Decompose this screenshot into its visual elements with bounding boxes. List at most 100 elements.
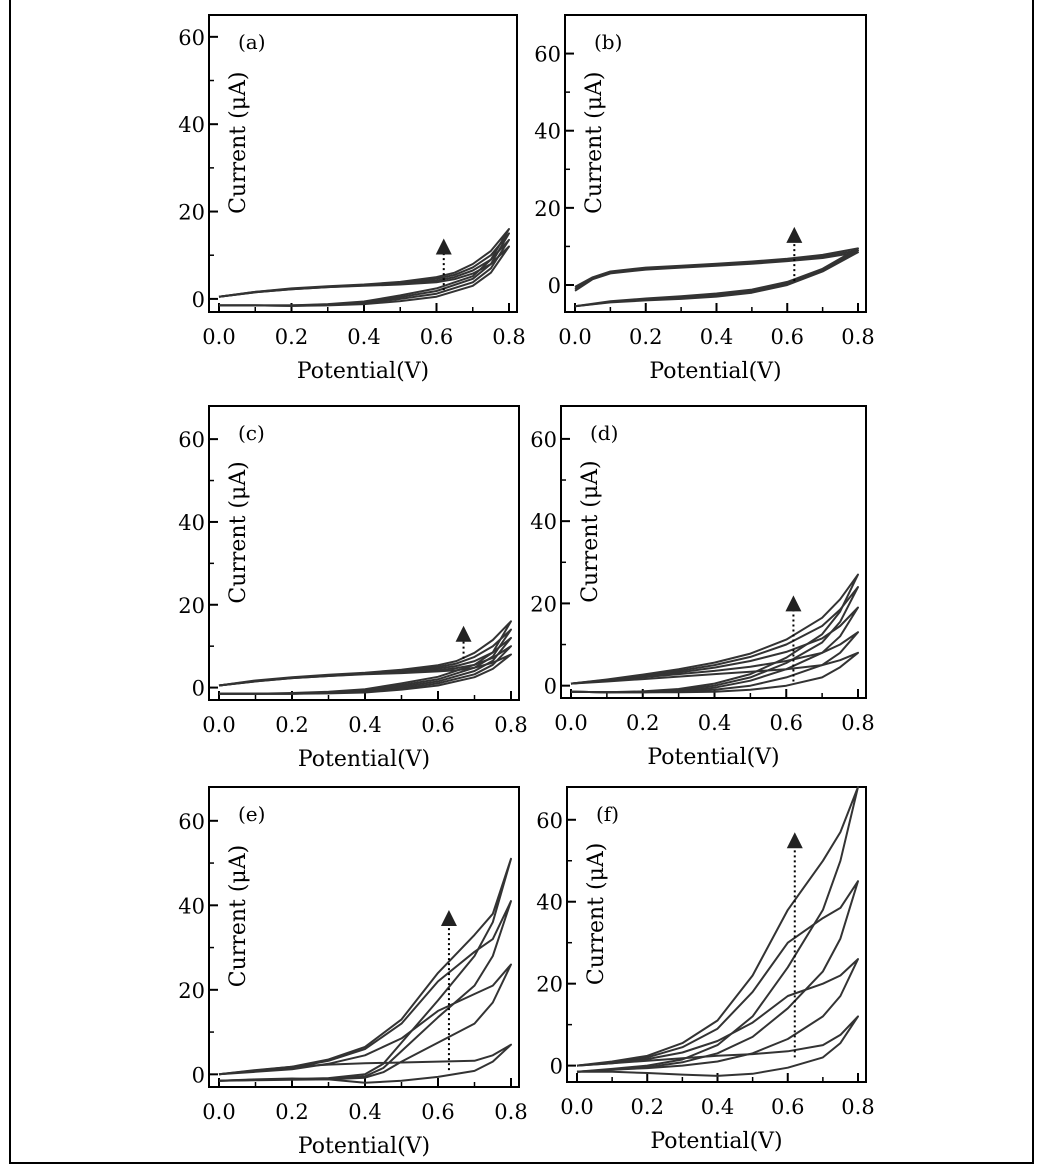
cv-cycle-4 <box>218 857 512 1082</box>
panel-label: (f) <box>596 802 619 826</box>
x-tick-label: 0.2 <box>626 711 659 735</box>
y-tick-label: 20 <box>178 979 205 1003</box>
y-tick-label: 60 <box>530 428 557 452</box>
y-tick-label: 20 <box>534 197 561 221</box>
y-tick-label: 0 <box>192 677 205 701</box>
chart-panel-b: 0.0 0.2 0.4 0.6 0.8 0 20 40 60 Potential(V) Curren… <box>534 14 875 384</box>
y-tick-label: 60 <box>536 809 563 833</box>
x-tick-label: 0.6 <box>770 711 803 735</box>
y-tick-label: 0 <box>192 1063 205 1087</box>
x-axis-label: Potential(V) <box>298 747 430 772</box>
chart-panel-f: 0.0 0.2 0.4 0.6 0.8 0 20 40 60 Potential(V) Curren… <box>536 786 875 1154</box>
x-tick-label: 0.8 <box>841 1095 874 1119</box>
y-tick-label: 20 <box>178 594 205 618</box>
x-tick-label: 0.0 <box>202 713 235 737</box>
chart-panel-e: 0.0 0.2 0.4 0.6 0.8 0 20 40 60 Potential(V) Curren… <box>178 786 528 1159</box>
x-tick-label: 0.8 <box>494 713 527 737</box>
y-tick-label: 40 <box>178 894 205 918</box>
panel-label: (a) <box>238 30 266 54</box>
cv-cycle-2 <box>218 238 510 307</box>
arrow-head-icon <box>786 226 803 243</box>
y-axis-label: Current (μA) <box>578 460 603 602</box>
y-tick-label: 0 <box>544 675 557 699</box>
panel-label: (b) <box>594 30 622 54</box>
x-axis-label: Potential(V) <box>650 1129 782 1154</box>
x-tick-label: 0.8 <box>494 1100 527 1124</box>
x-tick-label: 0.4 <box>348 713 381 737</box>
panel-label: (c) <box>238 421 265 445</box>
cv-cycle-2 <box>574 249 859 308</box>
x-tick-label: 0.4 <box>700 325 733 349</box>
y-tick-label: 60 <box>178 810 205 834</box>
cv-cycle-1 <box>576 1015 859 1077</box>
axes-box <box>208 405 520 701</box>
arrow-head-icon <box>455 625 472 642</box>
y-axis-label: Current (μA) <box>584 843 609 985</box>
x-tick-label: 0.6 <box>421 1100 454 1124</box>
x-tick-label: 0.2 <box>275 1100 308 1124</box>
y-tick-label: 20 <box>536 973 563 997</box>
x-tick-label: 0.0 <box>560 1095 593 1119</box>
x-tick-label: 0.4 <box>698 711 731 735</box>
y-tick-label: 40 <box>534 120 561 144</box>
x-axis-label: Potential(V) <box>647 745 779 770</box>
cv-cycle-3 <box>218 900 512 1082</box>
x-tick-label: 0.8 <box>841 711 874 735</box>
axes-box <box>566 786 867 1083</box>
x-tick-label: 0.8 <box>492 325 525 349</box>
panel-label: (e) <box>238 802 265 826</box>
panel-label: (d) <box>590 421 618 445</box>
x-tick-label: 0.6 <box>421 713 454 737</box>
y-tick-label: 40 <box>178 113 205 137</box>
y-tick-label: 60 <box>534 43 561 67</box>
y-tick-label: 0 <box>548 274 561 298</box>
chart-panel-d: 0.0 0.2 0.4 0.6 0.8 0 20 40 60 Potential(V) Curren… <box>530 405 875 770</box>
x-tick-label: 0.4 <box>347 325 380 349</box>
x-tick-label: 0.0 <box>202 325 235 349</box>
axes-box <box>564 14 867 313</box>
cv-cycle-2 <box>576 958 859 1073</box>
x-tick-label: 0.6 <box>771 325 804 349</box>
x-tick-label: 0.4 <box>348 1100 381 1124</box>
x-tick-label: 0.2 <box>275 713 308 737</box>
chart-panel-c: 0.0 0.2 0.4 0.6 0.8 0 20 40 60 Potential(V) Curren… <box>178 405 528 772</box>
y-tick-label: 20 <box>530 592 557 616</box>
y-axis-label: Current (μA) <box>582 71 607 213</box>
x-tick-label: 0.0 <box>202 1100 235 1124</box>
y-tick-label: 60 <box>178 26 205 50</box>
cv-cycle-4 <box>218 228 510 307</box>
y-tick-label: 40 <box>178 511 205 535</box>
y-tick-label: 20 <box>178 201 205 225</box>
x-tick-label: 0.6 <box>420 325 453 349</box>
x-tick-label: 0.4 <box>701 1095 734 1119</box>
x-tick-label: 0.0 <box>558 325 591 349</box>
cv-cycle-1 <box>574 251 859 308</box>
cv-cycle-5 <box>570 573 859 694</box>
arrow-head-icon <box>785 595 802 612</box>
x-axis-label: Potential(V) <box>649 359 781 384</box>
y-axis-label: Current (μA) <box>226 71 251 213</box>
x-tick-label: 0.2 <box>275 325 308 349</box>
x-tick-label: 0.6 <box>771 1095 804 1119</box>
arrow-head-icon <box>786 832 803 849</box>
x-tick-label: 0.0 <box>554 711 587 735</box>
x-tick-label: 0.2 <box>629 325 662 349</box>
y-tick-label: 40 <box>530 510 557 534</box>
y-axis-label: Current (μA) <box>226 845 251 987</box>
x-axis-label: Potential(V) <box>298 1134 430 1159</box>
y-tick-label: 0 <box>192 288 205 312</box>
y-tick-label: 60 <box>178 428 205 452</box>
y-tick-label: 0 <box>550 1055 563 1079</box>
y-tick-label: 40 <box>536 891 563 915</box>
chart-panel-a: 0.0 0.2 0.4 0.6 0.8 0 20 40 60 Potential(V) Curren… <box>178 14 526 384</box>
arrow-head-icon <box>435 238 452 255</box>
y-axis-label: Current (μA) <box>226 461 251 603</box>
x-axis-label: Potential(V) <box>297 359 429 384</box>
cv-cycle-3 <box>218 232 510 307</box>
x-tick-label: 0.8 <box>841 325 874 349</box>
arrow-head-icon <box>440 909 457 926</box>
cv-cycle-3 <box>574 247 859 308</box>
cv-cycle-1 <box>218 245 510 307</box>
cv-cycle-3 <box>576 880 859 1073</box>
